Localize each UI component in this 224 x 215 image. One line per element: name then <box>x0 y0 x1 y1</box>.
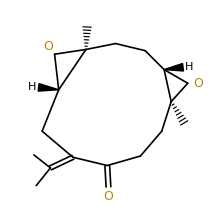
Text: O: O <box>44 40 54 53</box>
Text: O: O <box>194 77 204 90</box>
Text: O: O <box>103 190 113 203</box>
Polygon shape <box>164 63 183 71</box>
Polygon shape <box>38 84 59 91</box>
Text: H: H <box>185 62 193 72</box>
Text: H: H <box>28 82 37 92</box>
